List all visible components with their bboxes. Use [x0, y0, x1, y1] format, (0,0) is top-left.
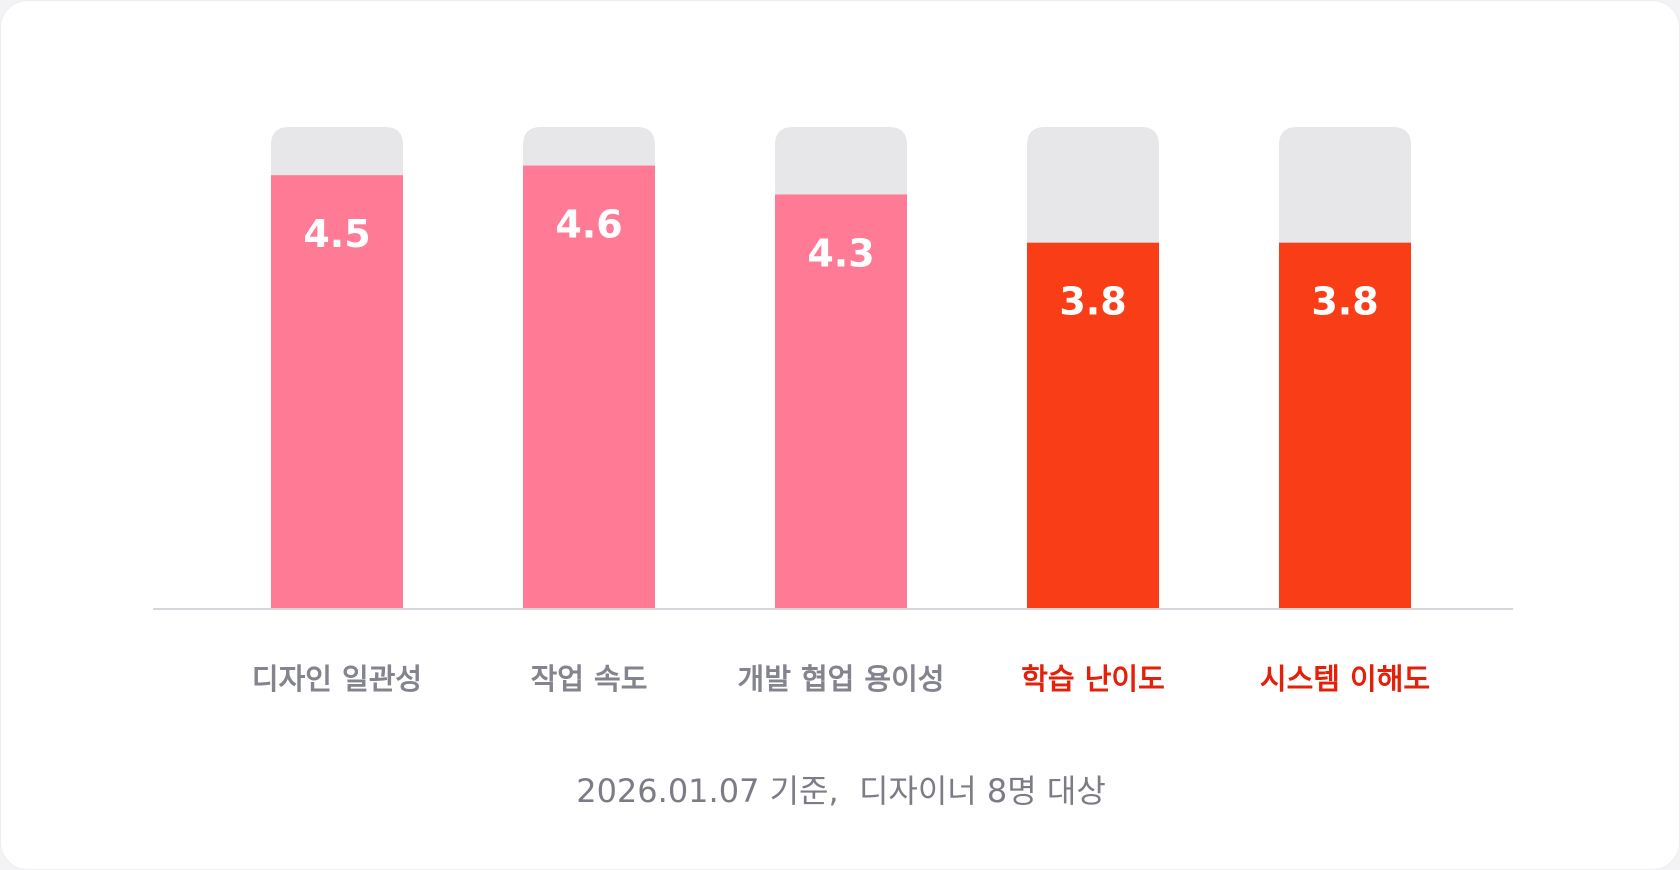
bar-value-label: 4.3 [807, 231, 874, 275]
bar [1279, 242, 1411, 609]
bar-value-label: 4.5 [303, 212, 370, 256]
bar [1027, 242, 1159, 609]
category-label: 학습 난이도 [1021, 662, 1165, 696]
category-label: 시스템 이해도 [1260, 662, 1430, 696]
bar-value-label: 4.6 [555, 203, 622, 247]
bar-value-label: 3.8 [1311, 280, 1378, 324]
bars-group: 4.5 4.6 4.3 3.8 3.8 [271, 127, 1411, 610]
chart-footnote: 2026.01.07 기준, 디자이너 8명 대상 [576, 772, 1106, 810]
bar [775, 194, 907, 610]
category-label: 작업 속도 [531, 662, 648, 696]
bar-value-label: 3.8 [1059, 280, 1126, 324]
category-label: 디자인 일관성 [252, 662, 422, 696]
bar [523, 165, 655, 609]
bar [271, 175, 403, 609]
category-labels: 디자인 일관성 작업 속도 개발 협업 용이성 학습 난이도 시스템 이해도 [252, 662, 1430, 696]
category-label: 개발 협업 용이성 [738, 662, 945, 696]
